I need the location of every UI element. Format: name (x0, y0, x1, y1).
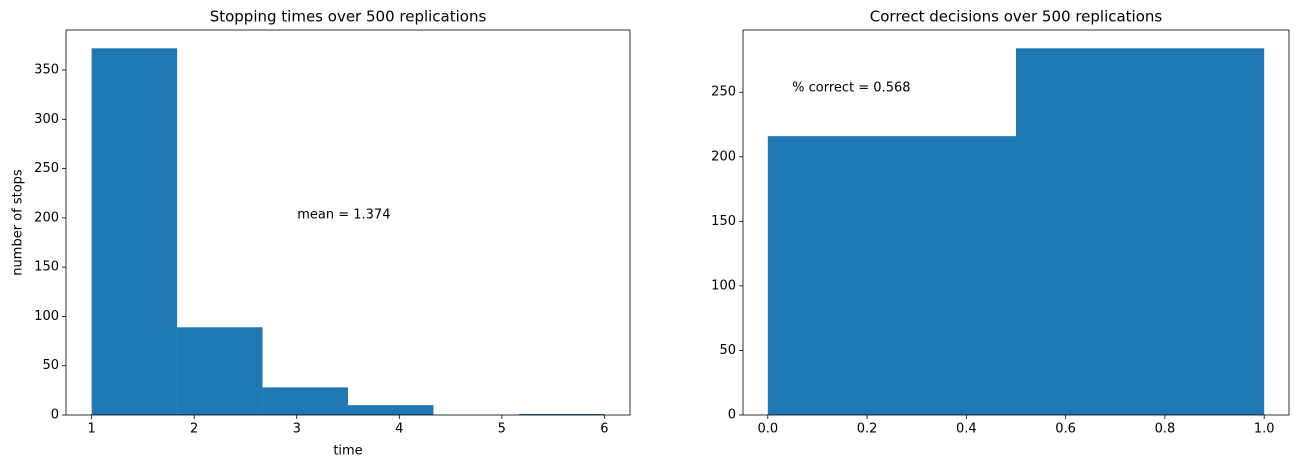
bar (177, 327, 263, 415)
plot-frame (65, 29, 631, 416)
x-tick-label: 1 (87, 422, 95, 437)
bar (348, 405, 434, 415)
y-tick-label: 250 (711, 85, 736, 100)
y-tick-label: 200 (711, 149, 736, 164)
y-tick-label: 350 (34, 63, 59, 78)
y-tick-label: 0 (728, 408, 736, 423)
x-axis-label: time (333, 444, 362, 459)
y-tick-label: 200 (34, 210, 59, 225)
bar (91, 48, 178, 415)
y-tick-label: 100 (34, 309, 59, 324)
y-axis-label: number of stops (11, 169, 26, 276)
annotation: mean = 1.374 (297, 207, 390, 222)
y-tick-label: 150 (34, 260, 59, 275)
y-tick-label: 250 (34, 161, 59, 176)
bar (262, 387, 348, 415)
x-tick-label: 1.0 (1254, 422, 1275, 437)
chart-title: Stopping times over 500 replications (210, 8, 487, 26)
y-tick-label: 50 (719, 343, 736, 358)
bar (767, 136, 1016, 415)
bar (1016, 48, 1265, 415)
annotation: % correct = 0.568 (792, 80, 910, 95)
chart-title: Correct decisions over 500 replications (870, 8, 1163, 26)
y-tick-label: 0 (51, 408, 59, 423)
x-tick-label: 3 (293, 422, 301, 437)
x-tick-label: 0.4 (956, 422, 977, 437)
y-tick-label: 100 (711, 278, 736, 293)
x-tick-label: 0.0 (757, 422, 778, 437)
x-tick-label: 0.2 (857, 422, 878, 437)
x-tick-label: 0.6 (1055, 422, 1076, 437)
y-tick-label: 150 (711, 214, 736, 229)
x-tick-label: 6 (600, 422, 608, 437)
x-tick-label: 5 (498, 422, 506, 437)
x-tick-label: 0.8 (1155, 422, 1176, 437)
x-tick-label: 4 (395, 422, 403, 437)
y-tick-label: 50 (42, 358, 59, 373)
plot-frame (742, 29, 1290, 416)
y-tick-label: 300 (34, 112, 59, 127)
x-tick-label: 2 (190, 422, 198, 437)
bar (518, 414, 605, 415)
